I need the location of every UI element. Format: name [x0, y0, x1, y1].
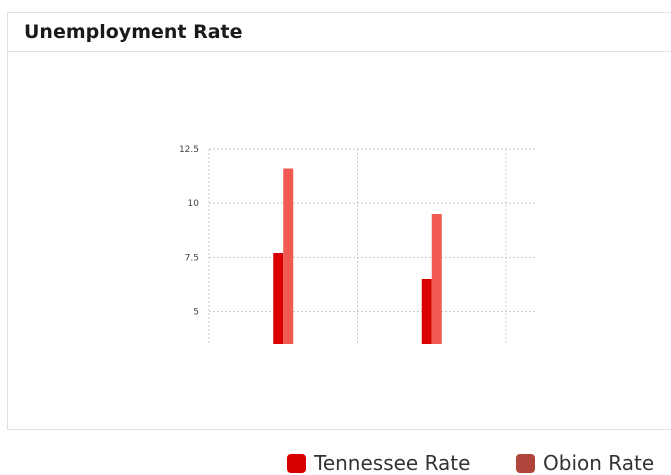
bar-tennessee-rate: [273, 253, 284, 344]
chart-panel: Unemployment Rate: [7, 12, 671, 430]
bar-obion-rate: [283, 168, 294, 344]
y-tick-label: 5: [193, 308, 199, 318]
legend-swatch-tennessee: [287, 453, 306, 473]
panel-header: Unemployment Rate: [8, 13, 671, 52]
y-tick-label: 10: [188, 199, 200, 209]
legend-item-obion[interactable]: Obion Rate: [516, 452, 654, 474]
y-tick-label: 12.5: [179, 145, 199, 155]
bar-tennessee-rate: [421, 279, 432, 344]
legend-label-obion: Obion Rate: [543, 451, 655, 475]
legend-swatch-obion: [516, 453, 535, 473]
legend-item-tennessee[interactable]: Tennessee Rate: [287, 452, 470, 474]
legend-label-tennessee: Tennessee Rate: [314, 451, 471, 475]
bar-obion-rate: [431, 214, 442, 344]
y-tick-label: 7.5: [185, 253, 199, 263]
chart-legend: Tennessee Rate Obion Rate: [0, 452, 671, 474]
panel-title: Unemployment Rate: [24, 21, 243, 43]
